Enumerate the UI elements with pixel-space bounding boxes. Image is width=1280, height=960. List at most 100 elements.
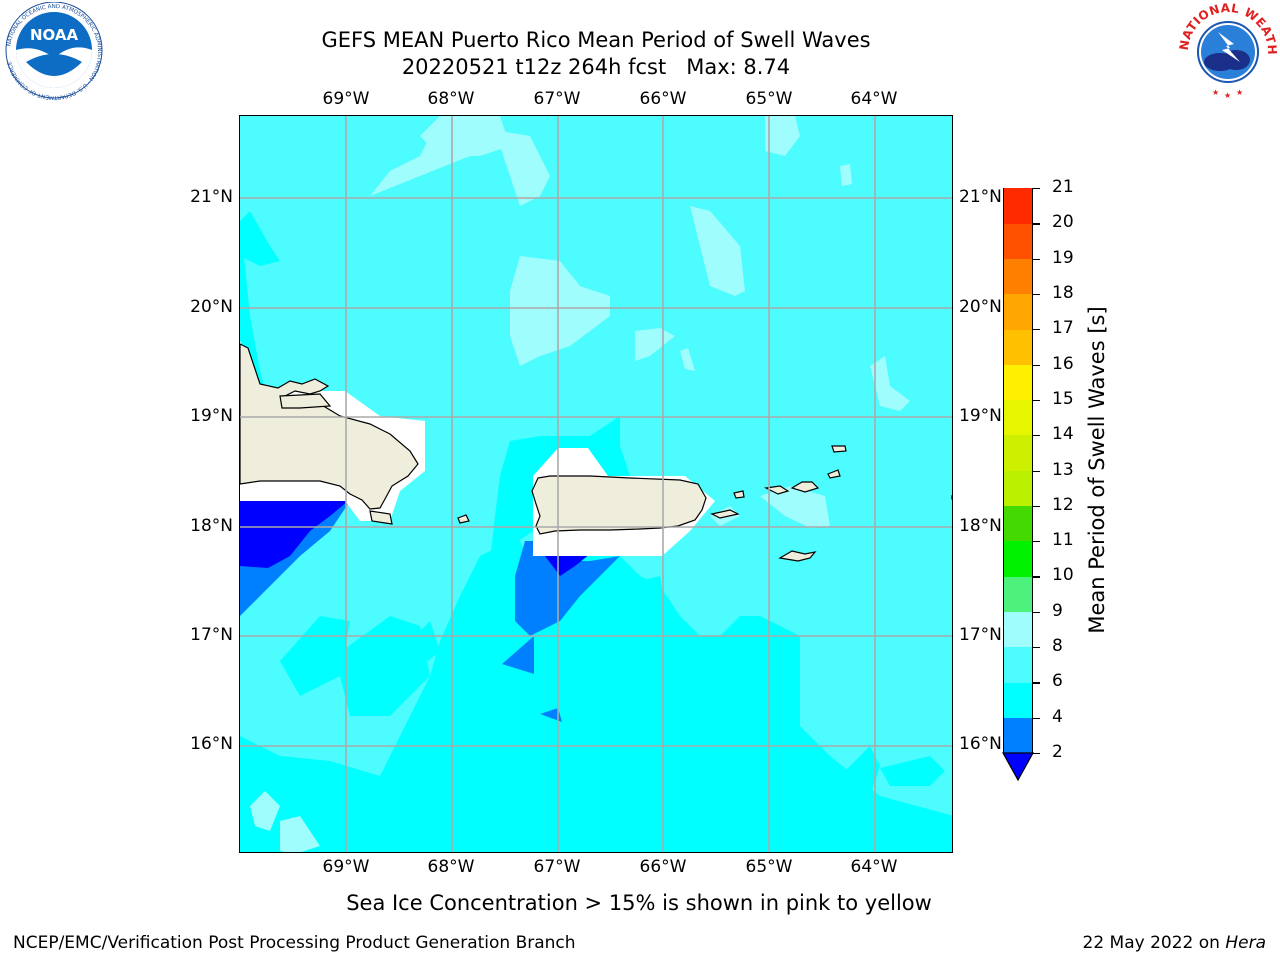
colorbar-tick-label: 20 (1052, 212, 1074, 233)
colorbar-segment (1004, 540, 1032, 577)
swell-contour-under-2 (240, 501, 348, 568)
swell-contour-8-9 (510, 256, 610, 366)
svg-text:NOAA: NOAA (30, 26, 79, 44)
colorbar-segment (1004, 187, 1032, 224)
lat-label-left: 19°N (190, 406, 233, 426)
colorbar-segment (1004, 576, 1032, 613)
swell-contour-4-6 (840, 746, 880, 796)
land-st-croix (778, 550, 817, 562)
swell-contour-2-4 (502, 636, 534, 674)
colorbar-tick-mark (1033, 541, 1040, 543)
land-virgin-islands (764, 485, 790, 495)
swell-contour-8-9 (250, 791, 280, 831)
colorbar-segment (1004, 329, 1032, 365)
lon-label-top: 67°W (533, 89, 581, 109)
lon-label-top: 68°W (427, 89, 475, 109)
swell-contour-8-9 (420, 116, 510, 156)
colorbar-segment (1004, 223, 1032, 259)
lat-label-left: 18°N (190, 516, 233, 536)
swell-contour-2-4 (540, 708, 562, 722)
land-anegada (951, 495, 952, 500)
colorbar-tick-label: 4 (1052, 706, 1063, 727)
colorbar-tick-label: 14 (1052, 424, 1074, 445)
colorbar-tick-label: 13 (1052, 459, 1074, 480)
colorbar-tick-mark (1033, 647, 1040, 649)
colorbar-segment (1004, 293, 1032, 330)
land-virgin-islands (790, 481, 820, 493)
colorbar-segment (1004, 258, 1032, 295)
swell-contour-8-9 (280, 816, 320, 852)
swell-contour-8-9 (765, 116, 800, 156)
footer-date: 22 May 2022 on Hera (1083, 933, 1267, 953)
colorbar-segment (1004, 434, 1032, 471)
colorbar-tick-mark (1033, 682, 1040, 684)
colorbar-segment (1004, 364, 1032, 401)
lat-label-right: 18°N (959, 516, 1002, 536)
colorbar-tick-mark (1033, 470, 1040, 472)
colorbar-tick-mark (1033, 576, 1040, 578)
footer-host: Hera (1225, 933, 1266, 953)
colorbar-tick-label: 21 (1052, 177, 1074, 197)
lon-label-bottom: 65°W (745, 857, 793, 877)
land-culebra (733, 490, 745, 499)
svg-text:★: ★ (1236, 88, 1243, 97)
land-mona-island (457, 514, 470, 524)
colorbar-segment (1004, 399, 1032, 436)
lon-label-bottom: 64°W (850, 857, 898, 877)
swell-contour-8-9 (870, 356, 910, 411)
land-hispaniola (240, 343, 419, 510)
colorbar-tick-label: 18 (1052, 282, 1074, 303)
noaa-logo: NATIONAL OCEANIC AND ATMOSPHERIC ADMINIS… (2, 1, 106, 106)
map-canvas (240, 116, 952, 852)
swell-contour-4-6 (335, 616, 430, 716)
lat-label-left: 16°N (190, 734, 233, 754)
colorbar-tick-mark (1033, 435, 1040, 437)
lat-label-right: 21°N (959, 187, 1002, 207)
lat-label-left: 20°N (190, 297, 233, 317)
lon-label-top: 66°W (639, 89, 687, 109)
footer-date-text: 22 May 2022 on (1082, 933, 1226, 953)
colorbar-tick-mark (1033, 329, 1040, 331)
swell-contour-8-9 (680, 348, 695, 371)
land-vieques (710, 509, 740, 519)
colorbar-under-extension (1002, 752, 1034, 782)
colorbar (1003, 187, 1033, 754)
lat-label-right: 20°N (959, 297, 1002, 317)
sea-ice-footnote: Sea Ice Concentration > 15% is shown in … (346, 891, 932, 915)
colorbar-tick-mark (1033, 717, 1040, 719)
colorbar-tick-mark (1033, 188, 1040, 190)
lon-label-bottom: 68°W (427, 857, 475, 877)
colorbar-tick-label: 12 (1052, 494, 1074, 515)
colorbar-segment (1004, 682, 1032, 718)
colorbar-segment (1004, 611, 1032, 648)
graticule (240, 116, 952, 852)
colorbar-tick-label: 8 (1052, 636, 1063, 657)
lat-label-right: 17°N (959, 625, 1002, 645)
colorbar-tick-label: 11 (1052, 530, 1074, 551)
swell-contour-under-2 (545, 554, 590, 576)
swell-contour-4-6 (240, 211, 280, 266)
lon-label-top: 65°W (745, 89, 793, 109)
lon-label-bottom: 67°W (533, 857, 581, 877)
colorbar-tick-label: 6 (1052, 671, 1063, 692)
colorbar-tick-label: 16 (1052, 353, 1074, 374)
colorbar-segment (1004, 717, 1032, 754)
colorbar-tick-label: 9 (1052, 600, 1063, 621)
lon-label-top: 64°W (850, 89, 898, 109)
chart-title: GEFS MEAN Puerto Rico Mean Period of Swe… (321, 28, 871, 52)
svg-text:★: ★ (1224, 91, 1231, 100)
lon-label-top: 69°W (322, 89, 370, 109)
land-hispaniola-tip (369, 510, 393, 525)
colorbar-tick-label: 17 (1052, 318, 1074, 339)
colorbar-tick-mark (1033, 258, 1040, 260)
footer-credit: NCEP/EMC/Verification Post Processing Pr… (13, 933, 576, 953)
colorbar-tick-mark (1033, 505, 1040, 507)
colorbar-tick-mark (1033, 223, 1040, 225)
colorbar-tick-label: 19 (1052, 247, 1074, 268)
colorbar-tick-mark (1033, 753, 1040, 755)
colorbar-segment (1004, 646, 1032, 683)
land-virgin-islands (827, 469, 841, 479)
swell-contour-8-9 (840, 164, 852, 186)
swell-contour-8-9 (635, 328, 675, 361)
land-virgin-islands (831, 445, 847, 453)
